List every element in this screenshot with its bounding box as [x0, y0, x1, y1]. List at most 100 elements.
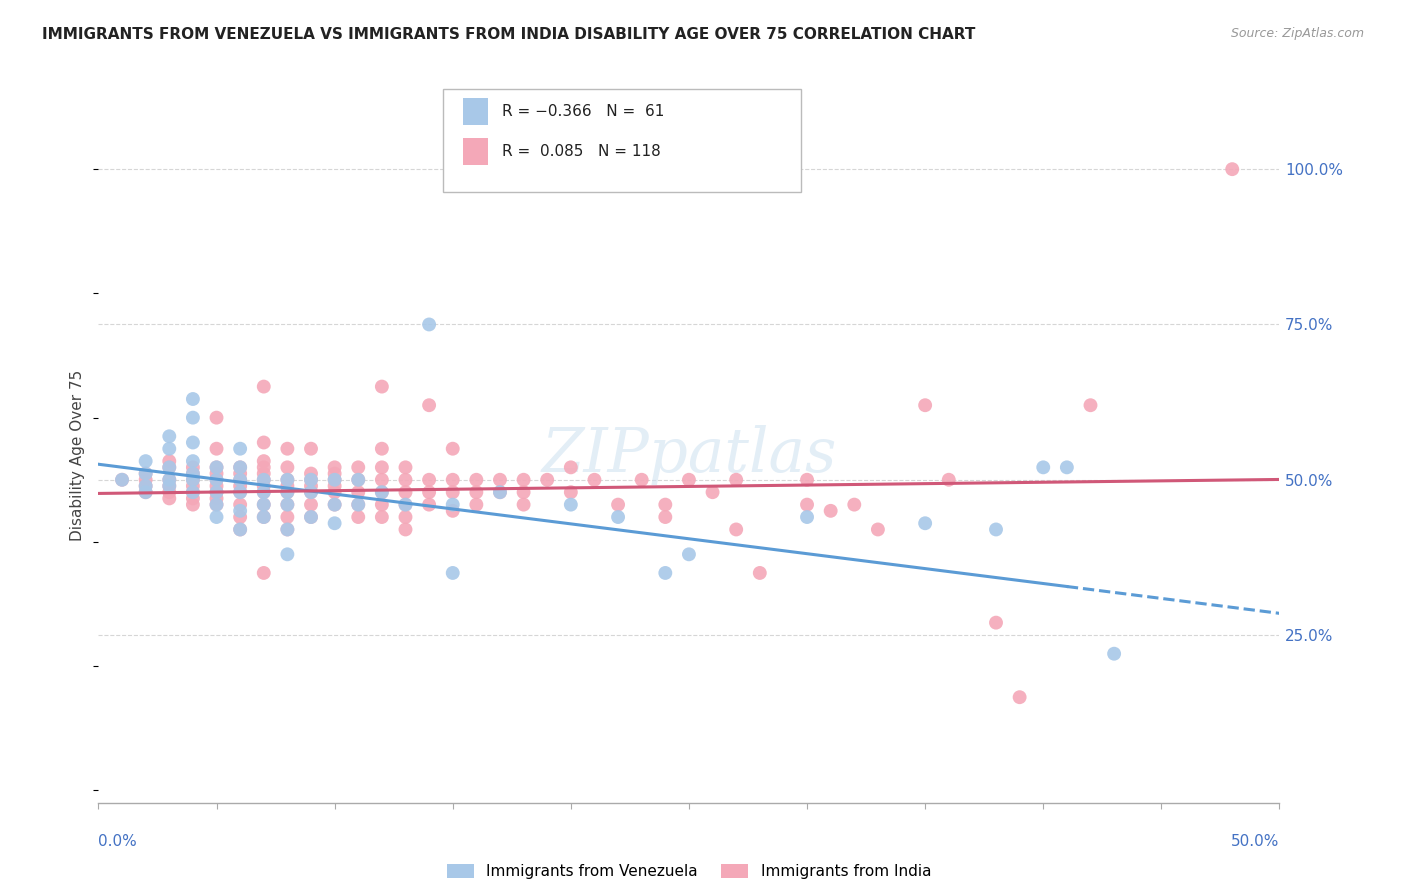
Text: IMMIGRANTS FROM VENEZUELA VS IMMIGRANTS FROM INDIA DISABILITY AGE OVER 75 CORREL: IMMIGRANTS FROM VENEZUELA VS IMMIGRANTS …	[42, 27, 976, 42]
Point	[276, 547, 298, 561]
Point	[205, 473, 228, 487]
Point	[253, 498, 276, 512]
Point	[371, 442, 394, 456]
Point	[229, 442, 252, 456]
Point	[253, 473, 276, 487]
Point	[489, 485, 512, 500]
Point	[323, 498, 346, 512]
Point	[276, 485, 298, 500]
Point	[135, 454, 157, 468]
Point	[135, 467, 157, 481]
Point	[984, 523, 1007, 537]
Point	[181, 435, 204, 450]
Point	[205, 491, 228, 506]
Point	[229, 485, 252, 500]
Point	[323, 473, 346, 487]
Point	[418, 398, 440, 412]
Point	[323, 479, 346, 493]
Point	[181, 491, 204, 506]
Point	[512, 498, 534, 512]
Point	[465, 485, 488, 500]
Point	[583, 473, 606, 487]
Point	[276, 479, 298, 493]
Point	[607, 510, 630, 524]
Point	[111, 473, 134, 487]
Point	[229, 467, 252, 481]
Point	[181, 473, 204, 487]
Point	[441, 485, 464, 500]
Point	[135, 485, 157, 500]
Point	[984, 615, 1007, 630]
Point	[654, 498, 676, 512]
Point	[181, 392, 204, 406]
Point	[560, 498, 582, 512]
Point	[205, 485, 228, 500]
Point	[394, 523, 416, 537]
Point	[229, 510, 252, 524]
Point	[489, 473, 512, 487]
Point	[1080, 398, 1102, 412]
Point	[205, 473, 228, 487]
Point	[441, 566, 464, 580]
Point	[299, 485, 322, 500]
Point	[181, 479, 204, 493]
Point	[465, 498, 488, 512]
Point	[205, 510, 228, 524]
Point	[418, 485, 440, 500]
Point	[205, 498, 228, 512]
Point	[1032, 460, 1054, 475]
Point	[725, 523, 748, 537]
Point	[253, 460, 276, 475]
Point	[938, 473, 960, 487]
Point	[866, 523, 889, 537]
Point	[394, 510, 416, 524]
Point	[536, 473, 558, 487]
Point	[157, 442, 180, 456]
Point	[253, 510, 276, 524]
Point	[725, 473, 748, 487]
Point	[299, 485, 322, 500]
Point	[914, 398, 936, 412]
Point	[181, 498, 204, 512]
Point	[299, 510, 322, 524]
Point	[394, 473, 416, 487]
Point	[299, 479, 322, 493]
Point	[347, 473, 370, 487]
Point	[253, 473, 276, 487]
Point	[323, 460, 346, 475]
Point	[512, 473, 534, 487]
Point	[253, 566, 276, 580]
Point	[607, 498, 630, 512]
Point	[157, 473, 180, 487]
Text: R =  0.085   N = 118: R = 0.085 N = 118	[502, 145, 661, 159]
Point	[394, 498, 416, 512]
Point	[181, 460, 204, 475]
Point	[229, 523, 252, 537]
Point	[347, 473, 370, 487]
Text: ZIPpatlas: ZIPpatlas	[541, 425, 837, 485]
Point	[253, 435, 276, 450]
Text: R = −0.366   N =  61: R = −0.366 N = 61	[502, 104, 664, 119]
Point	[299, 442, 322, 456]
Point	[253, 467, 276, 481]
Point	[229, 473, 252, 487]
Point	[181, 467, 204, 481]
Point	[181, 473, 204, 487]
Point	[181, 467, 204, 481]
Point	[630, 473, 652, 487]
Point	[654, 566, 676, 580]
Point	[229, 485, 252, 500]
Point	[205, 410, 228, 425]
Point	[253, 485, 276, 500]
Text: 0.0%: 0.0%	[98, 834, 138, 849]
Point	[157, 479, 180, 493]
Point	[914, 516, 936, 531]
Point	[299, 473, 322, 487]
Point	[1102, 647, 1125, 661]
Point	[276, 523, 298, 537]
Point	[323, 467, 346, 481]
Point	[157, 454, 180, 468]
Point	[157, 479, 180, 493]
Point	[371, 460, 394, 475]
Point	[371, 485, 394, 500]
